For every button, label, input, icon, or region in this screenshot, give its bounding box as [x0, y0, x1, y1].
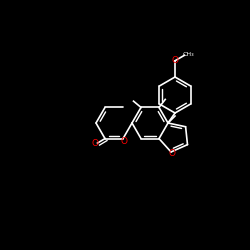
Text: O: O	[91, 138, 98, 147]
Text: O: O	[172, 56, 178, 65]
Text: CH₃: CH₃	[183, 52, 194, 57]
Text: O: O	[121, 136, 128, 145]
Text: O: O	[169, 149, 176, 158]
